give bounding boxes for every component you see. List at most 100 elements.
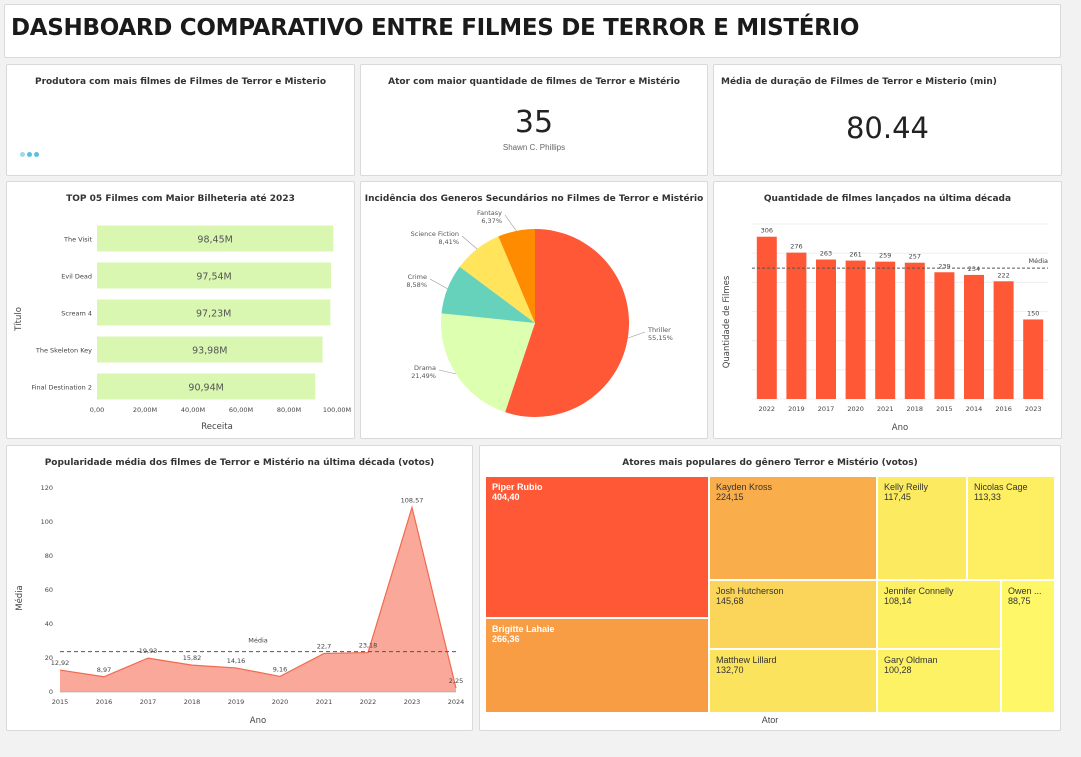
decade-bar <box>845 260 866 399</box>
decade-bar <box>786 252 807 399</box>
pop-value-label: 2,25 <box>449 677 463 685</box>
pop-y-tick: 60 <box>45 586 53 594</box>
top5-category-label: Scream 4 <box>61 310 92 318</box>
genres-slice-pct: 8,58% <box>406 281 427 289</box>
treemap-cell-name: Matthew Lillard <box>716 655 777 665</box>
pop-y-tick: 20 <box>45 654 53 662</box>
pop-x-tick: 2024 <box>448 698 465 706</box>
decade-y-axis-label: Quantidade de Filmes <box>722 275 732 368</box>
treemap-cell[interactable]: Jennifer Connelly 108,14 <box>877 580 1001 649</box>
treemap-cell[interactable]: Matthew Lillard 132,70 <box>709 649 877 713</box>
genres-slice-label: Science Fiction <box>411 230 459 238</box>
genres-pie-slice <box>441 266 535 323</box>
pop-y-tick: 40 <box>45 620 53 628</box>
genres-pie-slice <box>505 229 629 417</box>
top5-x-tick: 0,00 <box>90 406 104 414</box>
kpi-actor-card[interactable]: Ator com maior quantidade de filmes de T… <box>360 64 708 176</box>
kpi-duration-title: Média de duração de Filmes de Terror e M… <box>721 77 997 87</box>
decade-chart-card[interactable]: Quantidade de filmes lançados na última … <box>713 181 1062 439</box>
top5-x-tick: 100,00M <box>323 406 351 414</box>
treemap-cell[interactable]: Kelly Reilly 117,45 <box>877 476 967 580</box>
popularity-chart-card[interactable]: Popularidade média dos filmes de Terror … <box>6 445 473 731</box>
genres-leader-line <box>438 369 457 375</box>
decade-value-label: 239 <box>938 262 950 270</box>
genres-pie-slice <box>459 236 535 323</box>
treemap-cell[interactable]: Josh Hutcherson 145,68 <box>709 580 877 649</box>
decade-value-label: 234 <box>968 265 980 273</box>
decade-x-tick: 2019 <box>788 405 805 413</box>
pop-y-tick: 120 <box>41 484 53 492</box>
genres-chart-title: Incidência dos Generos Secundários no Fi… <box>364 194 704 204</box>
top5-category-label: Evil Dead <box>61 273 92 281</box>
treemap-cell[interactable]: Nicolas Cage 113,33 <box>967 476 1055 580</box>
actors-treemap-title: Atores mais populares do gênero Terror e… <box>622 458 918 468</box>
pop-y-tick: 0 <box>49 688 53 696</box>
decade-x-tick: 2015 <box>936 405 953 413</box>
genres-leader-line <box>461 235 478 250</box>
kpi-actor-value: 35 <box>514 105 554 140</box>
treemap-cell[interactable]: Gary Oldman 100,28 <box>877 649 1001 713</box>
treemap-cell-value: 113,33 <box>974 492 1001 502</box>
treemap-cell-value: 117,45 <box>884 492 911 502</box>
treemap-cell[interactable]: Owen ... 88,75 <box>1001 580 1055 713</box>
title-card: DASHBOARD COMPARATIVO ENTRE FILMES DE TE… <box>4 4 1061 58</box>
kpi-duration-card[interactable]: Média de duração de Filmes de Terror e M… <box>713 64 1062 176</box>
genres-leader-line <box>627 331 646 339</box>
top5-chart-card[interactable]: TOP 05 Filmes com Maior Bilheteria até 2… <box>6 181 355 439</box>
pop-mean-label: Média <box>248 637 268 645</box>
treemap-cell-value: 404,40 <box>492 492 520 502</box>
decade-bar <box>816 259 836 399</box>
treemap-axis-label: Ator <box>761 715 779 725</box>
treemap-cell-value: 266,36 <box>492 634 520 644</box>
decade-x-tick: 2020 <box>847 405 864 413</box>
top5-value-label: 97,54M <box>196 272 231 283</box>
top5-bar <box>97 299 331 326</box>
decade-x-tick: 2018 <box>907 405 924 413</box>
popularity-area-chart: 02040608010012012,9220158,97201619,93201… <box>14 484 465 726</box>
top5-bar <box>97 225 334 252</box>
top5-chart-title: TOP 05 Filmes com Maior Bilheteria até 2… <box>66 194 295 204</box>
top5-y-axis-label: Título <box>14 307 24 332</box>
top5-value-label: 97,23M <box>196 309 231 320</box>
top5-category-label: The Skeleton Key <box>35 347 92 355</box>
genres-slice-pct: 21,49% <box>411 372 436 380</box>
page-scrollbar[interactable] <box>1067 0 1081 757</box>
decade-value-label: 263 <box>820 250 832 258</box>
pop-x-tick: 2022 <box>360 698 377 706</box>
decade-bar <box>964 274 984 399</box>
treemap-cell-name: Kayden Kross <box>716 482 773 492</box>
decade-bar <box>1023 319 1044 399</box>
pop-x-tick: 2017 <box>140 698 157 706</box>
genres-slice-pct: 6,37% <box>481 217 502 225</box>
decade-x-tick: 2022 <box>759 405 776 413</box>
top5-category-label: Final Destination 2 <box>31 384 92 392</box>
treemap-cell[interactable]: Kayden Kross 224,15 <box>709 476 877 580</box>
pop-line <box>59 505 457 689</box>
popularity-chart-title: Popularidade média dos filmes de Terror … <box>44 458 435 468</box>
pop-value-label: 23,18 <box>359 642 378 650</box>
pop-value-label: 8,97 <box>97 666 111 674</box>
treemap-cell-name: Kelly Reilly <box>884 482 929 492</box>
top5-bar <box>97 373 316 400</box>
kpi-duration-value: 80.44 <box>845 111 930 145</box>
pop-value-label: 12,92 <box>51 659 70 667</box>
pop-y-tick: 80 <box>45 552 53 560</box>
decade-value-label: 257 <box>909 253 921 261</box>
genres-chart-card[interactable]: Incidência dos Generos Secundários no Fi… <box>360 181 708 439</box>
pop-value-label: 14,16 <box>227 657 246 665</box>
pop-x-tick: 2019 <box>228 698 245 706</box>
treemap-cell-name: Owen ... <box>1008 586 1042 596</box>
treemap-cell-name: Nicolas Cage <box>974 482 1028 492</box>
decade-x-tick: 2016 <box>995 405 1012 413</box>
decade-value-label: 276 <box>790 243 802 251</box>
treemap-cell-value: 108,14 <box>884 596 912 606</box>
treemap-cell[interactable]: Brigitte Lahaie 266,36 <box>485 618 709 713</box>
treemap-cell[interactable]: Piper Rubio 404,40 <box>485 476 709 618</box>
decade-x-tick: 2023 <box>1025 405 1042 413</box>
kpi-producer-card[interactable]: Produtora com mais filmes de Filmes de T… <box>6 64 355 176</box>
genres-pie-slice <box>498 229 535 323</box>
actors-treemap-card[interactable]: Atores mais populares do gênero Terror e… <box>479 445 1061 731</box>
pop-value-label: 108,57 <box>401 496 424 504</box>
genres-slice-label: Thriller <box>647 326 671 334</box>
decade-value-label: 150 <box>1027 309 1039 317</box>
